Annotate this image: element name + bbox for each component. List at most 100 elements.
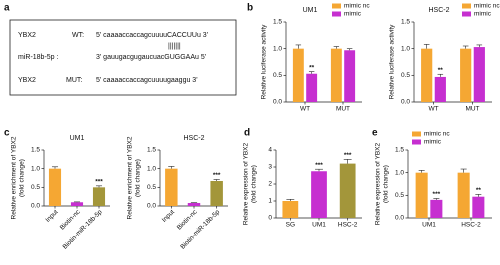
panel-label: d	[244, 128, 250, 139]
panel-label: e	[372, 128, 378, 139]
y-axis-label: (fold change)	[19, 159, 26, 197]
bar	[457, 172, 470, 218]
pairing: |||||||	[168, 43, 181, 50]
y-tick-label: 0	[268, 215, 272, 222]
legend-swatch	[332, 3, 341, 9]
significance: **	[476, 187, 482, 194]
bar	[430, 199, 443, 218]
y-axis-label: Relative enrichment of YBX2	[11, 136, 18, 219]
legend-label: mimic nc	[344, 3, 370, 10]
legend-swatch	[412, 139, 421, 145]
legend-label: mimic	[424, 139, 442, 146]
panel-label: c	[4, 128, 10, 139]
bar	[48, 168, 62, 206]
y-tick-label: 1.5	[273, 19, 282, 26]
x-tick-label: MUT	[336, 106, 350, 113]
seq-variant: WT:	[72, 32, 84, 39]
y-tick-label: 1.5	[31, 147, 40, 154]
x-tick-label: MUT	[465, 106, 479, 113]
chart-title: HSC-2	[428, 7, 449, 14]
significance: ***	[95, 179, 103, 186]
legend-swatch	[462, 3, 471, 9]
bar	[187, 203, 201, 206]
legend-label: mimic nc	[474, 3, 500, 10]
significance: ***	[213, 172, 221, 179]
seq-variant: MUT:	[66, 77, 82, 84]
legend-label: mimic	[344, 11, 362, 18]
x-tick-label: Input	[44, 209, 59, 224]
y-tick-label: 1	[268, 198, 272, 205]
box-border	[9, 19, 237, 96]
bar	[339, 163, 356, 218]
y-axis-label: Relative enrichment of YBX2	[127, 136, 134, 219]
y-tick-label: 2	[268, 181, 272, 188]
bar	[421, 48, 433, 102]
x-tick-label: Biotin-miR-18b-5p	[179, 208, 221, 250]
y-axis-label: Relative expression of YBX2	[375, 142, 382, 225]
y-tick-label: 0.5	[31, 184, 40, 191]
y-axis-label: (fold change)	[135, 159, 142, 197]
y-tick-label: 0.5	[401, 72, 410, 79]
y-tick-label: 0.0	[147, 203, 156, 210]
y-tick-label: 1.0	[395, 169, 404, 176]
y-tick-label: 4	[268, 147, 272, 154]
x-tick-label: SG	[286, 222, 295, 229]
chart-title: HSC-2	[183, 135, 204, 142]
panel-label: a	[4, 3, 10, 14]
bar	[306, 73, 318, 102]
bar	[70, 202, 84, 206]
x-tick-label: HSC-2	[461, 222, 481, 229]
bar	[415, 172, 428, 218]
y-tick-label: 1.0	[147, 165, 156, 172]
bar	[92, 187, 106, 206]
y-tick-label: 0.5	[395, 192, 404, 199]
y-axis-label: (fold change)	[383, 165, 390, 203]
bar	[460, 48, 472, 102]
y-tick-label: 1.0	[401, 45, 410, 52]
panel-label: b	[247, 3, 253, 14]
significance: ***	[433, 191, 441, 198]
legend-swatch	[332, 11, 341, 17]
sequence: 5' caaaaccaccagcuuuugaaggu 3'	[96, 77, 198, 84]
bar	[344, 50, 356, 102]
chart-title: UM1	[303, 7, 318, 14]
chart: 0 1 2 3 4 Relative expression of YBX2 (fold ch…	[243, 142, 362, 229]
significance: **	[438, 67, 444, 74]
y-tick-label: 0.5	[273, 72, 282, 79]
sequence-box: YBX2 WT: 5' caaaaccaccagcuuuuCACCUUu 3' …	[9, 19, 237, 96]
bar	[210, 180, 223, 206]
legend-label: mimic nc	[424, 131, 450, 138]
significance: ***	[344, 152, 352, 159]
y-tick-label: 0.0	[31, 203, 40, 210]
y-tick-label: 1.0	[273, 45, 282, 52]
sequence: 5' caaaaccaccagcuuuuCACCUUu 3'	[96, 32, 208, 39]
legend-swatch	[462, 11, 471, 17]
significance: ***	[315, 162, 323, 169]
x-tick-label: HSC-2	[338, 222, 358, 229]
y-tick-label: 0.0	[395, 215, 404, 222]
bar	[311, 171, 327, 218]
legend-label: mimic	[474, 11, 492, 18]
chart-title: UM1	[70, 135, 85, 142]
x-tick-label: UM1	[422, 222, 436, 229]
bar	[434, 76, 446, 102]
chart: 0.0 0.5 1.0 1.5 UM1 Relative enrichment of YB…	[11, 135, 110, 251]
y-tick-label: 0.0	[273, 99, 282, 106]
seq-name: miR-18b-5p :	[18, 54, 59, 61]
y-tick-label: 1.5	[395, 147, 404, 154]
y-tick-label: 0.5	[147, 184, 156, 191]
seq-name: YBX2	[18, 77, 36, 84]
bar	[473, 47, 485, 102]
y-tick-label: 1.0	[31, 165, 40, 172]
chart: 0.0 0.5 1.0 1.5 UM1 Relative luciferase activ…	[261, 3, 371, 113]
bar	[330, 48, 342, 102]
chart: 0.0 0.5 1.0 1.5 Relative expression of YBX2(…	[375, 131, 492, 229]
y-axis-label: (fold change)	[251, 165, 258, 203]
y-tick-label: 1.5	[401, 19, 410, 26]
chart: 0.0 0.5 1.0 1.5 HSC-2 Relative enrichment of …	[127, 135, 228, 251]
bar	[282, 201, 299, 218]
y-tick-label: 0.0	[401, 99, 410, 106]
y-axis-label: Relative luciferase activity	[389, 24, 396, 100]
significance: **	[309, 64, 315, 71]
